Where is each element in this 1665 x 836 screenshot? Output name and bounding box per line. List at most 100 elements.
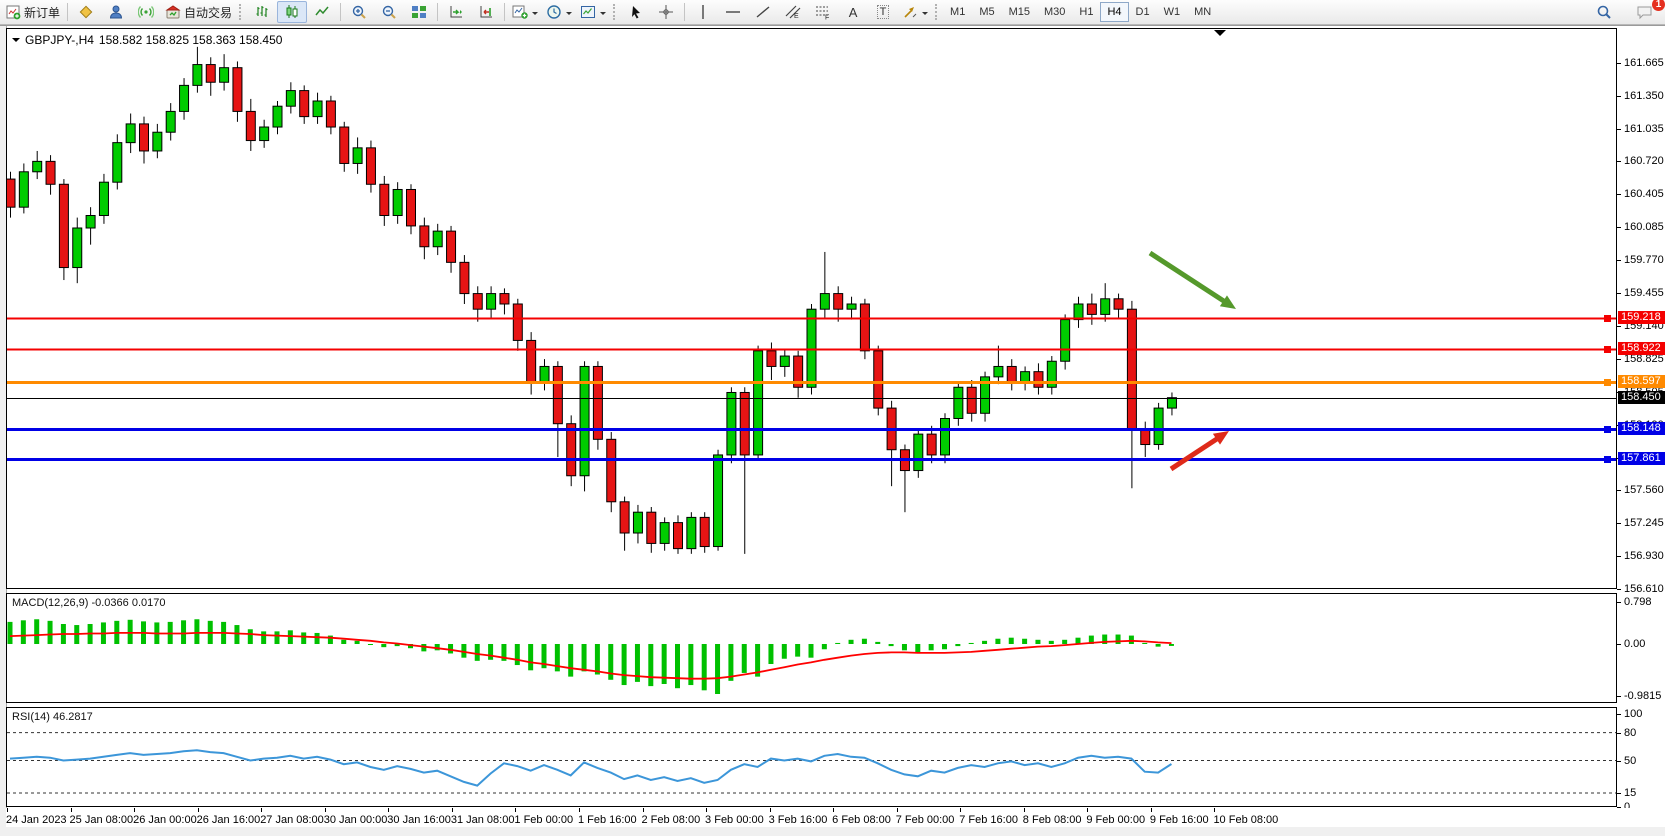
candle-body [446, 230, 457, 263]
green-arrow-head[interactable] [1219, 295, 1236, 309]
timeframe-m30-button[interactable]: M30 [1044, 6, 1066, 18]
line-handle[interactable] [1604, 379, 1611, 386]
candle-body [673, 522, 683, 550]
templates-button[interactable] [576, 1, 610, 23]
macd-histogram-bar [1035, 639, 1041, 644]
red-arrow-head[interactable] [1212, 431, 1229, 445]
toolbar-grip[interactable] [613, 4, 618, 20]
candle-body [779, 355, 790, 367]
rsi-panel[interactable]: RSI(14) 46.2817 [6, 707, 1617, 807]
line-handle[interactable] [1604, 346, 1611, 353]
fibonacci-tool-button[interactable]: F [808, 1, 838, 23]
timeframe-h1-button[interactable]: H1 [1079, 6, 1094, 18]
text-label-tool-button[interactable]: T [868, 1, 898, 23]
macd-histogram-bar [755, 644, 761, 677]
macd-histogram-bar [247, 629, 253, 644]
timeframe-mn-button[interactable]: MN [1194, 6, 1212, 18]
macd-histogram-bar [367, 644, 373, 645]
search-button[interactable] [1589, 1, 1619, 23]
candlestick-chart-button[interactable] [277, 1, 308, 23]
macd-histogram-bar [234, 625, 240, 644]
text-tool-button[interactable]: A [838, 1, 868, 23]
time-axis-label: 1 Feb 16:00 [577, 814, 637, 826]
candle-body [339, 126, 350, 164]
new-chart-dropdown-caret[interactable] [532, 12, 539, 18]
candle-body [18, 171, 29, 208]
timeframe-m5-button[interactable]: M5 [979, 6, 995, 18]
green-arrow[interactable] [1148, 250, 1228, 305]
time-axis-tick [769, 808, 771, 812]
vertical-line-tool-button[interactable] [688, 1, 718, 23]
new-order-button[interactable]: 新订单 [2, 1, 64, 23]
new-chart-icon [512, 4, 528, 20]
time-axis-label: 7 Feb 00:00 [895, 814, 955, 826]
periods-button[interactable] [542, 1, 576, 23]
equidistant-channel-tool-button[interactable]: E [778, 1, 808, 23]
line-chart-button[interactable] [307, 1, 337, 23]
zoom-in-button[interactable] [344, 1, 374, 23]
cursor-tool-button[interactable] [621, 1, 651, 23]
candle-body [192, 64, 203, 86]
bar-chart-button[interactable] [247, 1, 277, 23]
candle-body [940, 418, 950, 456]
tile-windows-button[interactable] [404, 1, 434, 23]
zoom-out-button[interactable] [374, 1, 404, 23]
market-watch-button[interactable] [71, 1, 101, 23]
macd-histogram-bar [474, 644, 480, 661]
time-axis[interactable]: 24 Jan 2023 25 Jan 08:00 26 Jan 00:00 26 Ja… [6, 808, 1665, 830]
candlestick-chart-canvas[interactable] [7, 29, 1616, 588]
templates-dropdown-caret[interactable] [600, 12, 607, 18]
main-chart-panel[interactable]: GBPJPY-,H4 158.582 158.825 158.363 158.4… [6, 28, 1617, 589]
chart-shift-marker[interactable] [1214, 30, 1226, 42]
timeframe-m15-button[interactable]: M15 [1008, 6, 1030, 18]
candlestick-chart-icon [284, 4, 300, 20]
timeframe-m1-button[interactable]: M1 [950, 6, 966, 18]
new-order-label: 新订单 [24, 5, 61, 20]
auto-scroll-button[interactable] [441, 1, 471, 23]
price-axis-label: 160.405 [1624, 188, 1664, 200]
signals-button[interactable] [131, 1, 161, 23]
price-axis-label-tick [1617, 589, 1621, 590]
time-axis-tick [451, 808, 453, 812]
data-window-button[interactable] [101, 1, 131, 23]
line-handle[interactable] [1604, 315, 1611, 322]
horizontal-line-tool-button[interactable] [718, 1, 748, 23]
chart-shift-button[interactable] [471, 1, 501, 23]
candle-body [259, 126, 270, 142]
new-chart-button[interactable] [508, 1, 542, 23]
candle-body [686, 516, 697, 550]
trendline-tool-button[interactable] [748, 1, 778, 23]
line-handle[interactable] [1604, 456, 1611, 463]
price-axis-label-tick [1617, 523, 1621, 524]
rsi-chart-canvas[interactable] [7, 708, 1616, 806]
line-handle[interactable] [1604, 426, 1611, 433]
price-axis[interactable]: 161.665 161.350 161.035 160.720 160.405 160.0… [1617, 28, 1665, 828]
toolbar-grip[interactable] [239, 4, 244, 20]
macd-axis-label-tick [1617, 602, 1621, 603]
periods-dropdown-caret[interactable] [566, 12, 573, 18]
timeframe-h4-button[interactable]: H4 [1100, 2, 1129, 22]
toolbar-grip[interactable] [935, 4, 940, 20]
auto-trading-button[interactable]: 自动交易 [161, 1, 236, 23]
crosshair-tool-button[interactable] [651, 1, 681, 23]
candle-body [72, 227, 83, 269]
price-axis-label: 156.610 [1624, 583, 1664, 595]
timeframe-d1-button[interactable]: D1 [1135, 6, 1150, 18]
time-axis-tick [70, 808, 72, 812]
time-axis-tick [896, 808, 898, 812]
collapse-triangle-icon[interactable] [12, 38, 20, 46]
chart-title: GBPJPY-,H4 158.582 158.825 158.363 158.4… [12, 33, 282, 47]
price-axis-label-tick [1617, 293, 1621, 294]
macd-histogram-bar [528, 644, 534, 671]
chat-button[interactable]: 1 [1629, 0, 1665, 23]
candle-body [45, 160, 56, 185]
arrows-dropdown-caret[interactable] [922, 12, 929, 18]
red-arrow[interactable] [1169, 435, 1221, 472]
arrows-tool-button[interactable] [898, 1, 932, 23]
macd-panel[interactable]: MACD(12,26,9) -0.0366 0.0170 [6, 593, 1617, 703]
candle-body [1046, 360, 1057, 388]
macd-chart-canvas[interactable] [7, 594, 1616, 702]
macd-histogram-bar [821, 644, 827, 650]
timeframe-w1-button[interactable]: W1 [1163, 6, 1181, 18]
time-axis-tick [1214, 808, 1216, 812]
